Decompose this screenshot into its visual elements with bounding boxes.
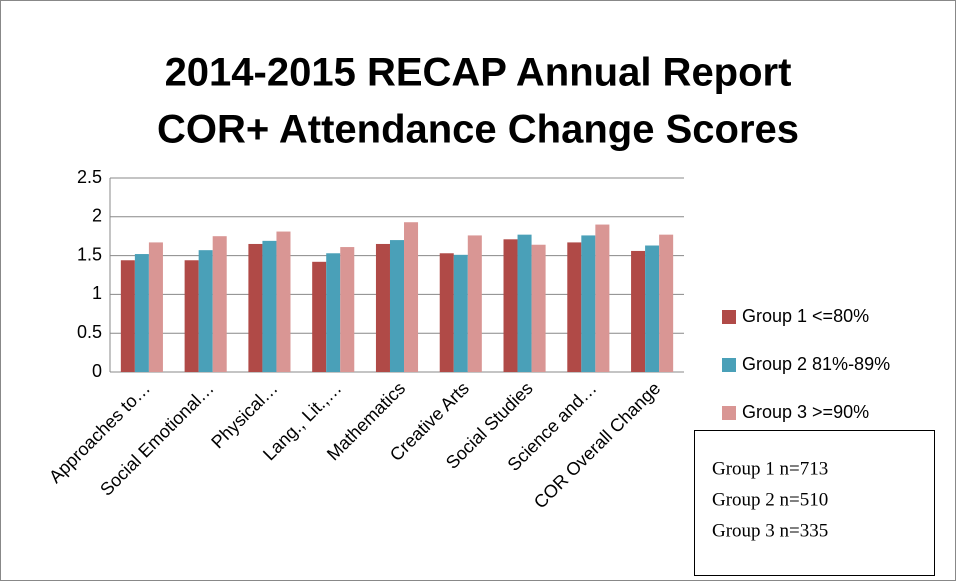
bar (567, 242, 582, 372)
bar (375, 243, 390, 372)
bar (340, 247, 355, 372)
bar (326, 253, 341, 372)
legend-label: Group 1 <=80% (742, 306, 869, 326)
bar (276, 231, 291, 372)
chart-title: COR+ Attendance Change Scores (157, 108, 799, 152)
legend-label: Group 3 >=90% (742, 402, 869, 422)
bar (120, 260, 135, 372)
y-tick-label: 2 (92, 206, 102, 226)
bar (389, 240, 405, 372)
bar (659, 234, 674, 372)
legend-swatch (722, 406, 736, 420)
bar (631, 250, 646, 372)
legend-swatch (722, 358, 736, 372)
annotation: Group 2 n=510 (712, 489, 828, 510)
bar (198, 250, 213, 372)
bar (212, 236, 227, 372)
y-tick-label: 1 (92, 283, 102, 303)
bar (531, 244, 546, 372)
bar (248, 243, 263, 372)
bar (453, 254, 468, 372)
annotation: Group 1 n=713 (712, 458, 828, 479)
bar (645, 245, 660, 372)
y-tick-label: 2.5 (77, 167, 102, 187)
bar (312, 261, 327, 372)
legend-label: Group 2 81%-89% (742, 354, 890, 374)
chart-title: 2014-2015 RECAP Annual Report (165, 51, 792, 95)
bar (517, 234, 532, 372)
bar (503, 239, 518, 372)
bar (581, 235, 596, 372)
y-tick-label: 0 (92, 361, 102, 381)
bar (404, 222, 419, 372)
bar (595, 224, 610, 372)
bar (262, 240, 277, 372)
annotation-box (694, 430, 935, 576)
bar (148, 242, 163, 372)
legend-swatch (722, 310, 736, 324)
bar (439, 253, 454, 372)
bar (467, 235, 482, 372)
y-tick-label: 0.5 (77, 322, 102, 342)
y-tick-label: 1.5 (77, 244, 102, 264)
annotation: Group 3 n=335 (712, 520, 828, 541)
bar (134, 254, 149, 372)
bar (184, 260, 199, 372)
